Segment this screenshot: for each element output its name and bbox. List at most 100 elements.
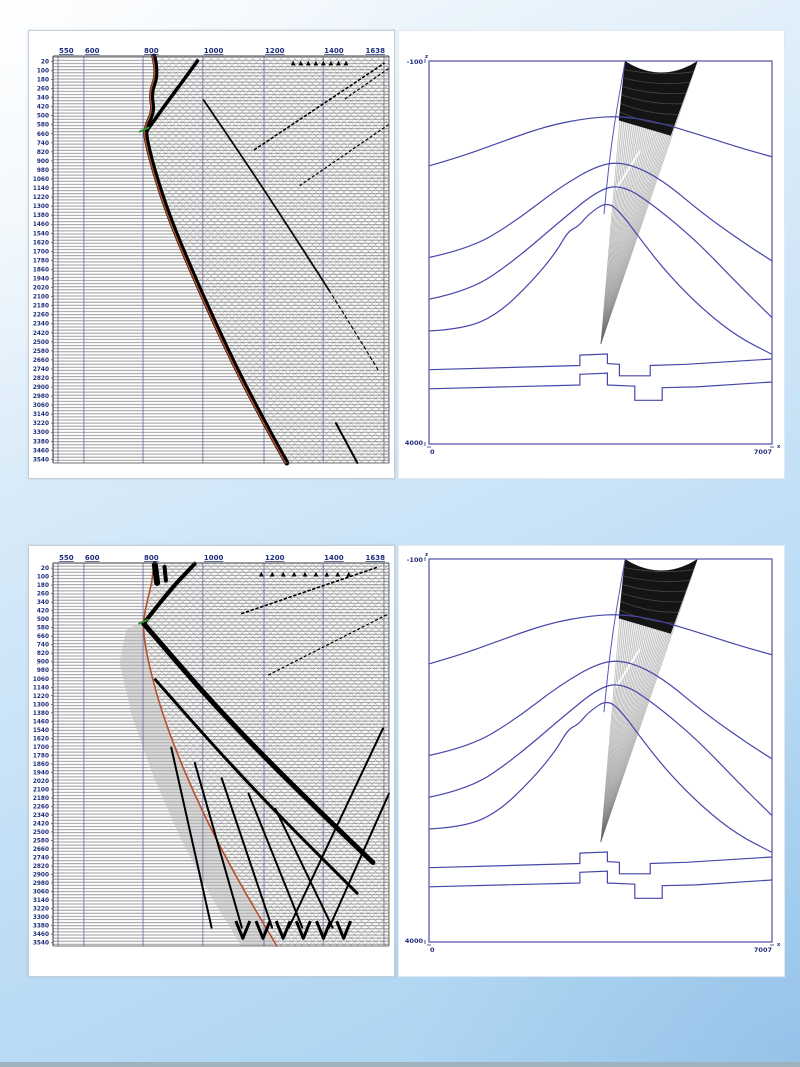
y-axis-tick-label: 1620 (33, 240, 49, 246)
x-axis-tick-label: 1638 (365, 47, 385, 55)
y-axis-tick-label: 1300 (33, 702, 49, 708)
wavefront-arc (622, 77, 690, 84)
y-axis-tick-label: 2820 (33, 864, 49, 870)
y-axis-tick-label: 2180 (33, 796, 49, 802)
seismic-section-panel-top: 550 600 800 1000 1200 1400 1638 20 100 180 260 340 4… (28, 30, 395, 479)
reflection-diagonal (202, 99, 331, 292)
y-axis-tick-label: 180 (37, 78, 49, 84)
ray-diagram-panel-bottom: -100 4000 0 7007 z x (398, 545, 785, 977)
y-axis-tick-label: 820 (37, 150, 49, 156)
x-axis-tick-label: 600 (85, 554, 100, 562)
y-axis-tick-label: 1300 (33, 204, 49, 210)
steep-multiple-2 (193, 761, 243, 929)
parallel-thick (153, 678, 359, 895)
y-axis-tick-label: 1060 (33, 677, 49, 683)
velocity-horizon (428, 203, 773, 355)
depth-axis-glyph: z (425, 552, 428, 558)
wavefront-arc (619, 111, 675, 126)
y-axis-tick-label: 2260 (33, 804, 49, 810)
velocity-horizon (428, 660, 773, 760)
bottom-chevron-event (294, 920, 312, 940)
y-axis-tick-label: 3380 (33, 924, 49, 930)
y-axis-tick-label: 2740 (33, 855, 49, 861)
corner-dotted (344, 67, 390, 100)
y-axis-tick-label: 1940 (33, 276, 49, 282)
y-axis-tick-label: 580 (37, 626, 49, 632)
arrival-marker-triangle (258, 571, 264, 577)
distance-axis-right-label: 7007 (754, 946, 772, 954)
x-axis-tick-label: 1200 (265, 554, 285, 562)
y-axis-tick-label: 1460 (33, 222, 49, 228)
y-axis-tick-label: 1940 (33, 770, 49, 776)
x-axis-tick-label: 1000 (204, 47, 224, 55)
y-axis-tick-label: 2660 (33, 358, 49, 364)
faulted-horizon (428, 851, 773, 875)
y-axis-tick-label: 3220 (33, 421, 49, 427)
steep-multiple-1 (170, 746, 213, 929)
wavefront-arc (620, 601, 679, 613)
x-axis-tick-label: 800 (144, 47, 159, 55)
y-axis-tick-label: 2980 (33, 881, 49, 887)
selected-ray-blue (603, 560, 626, 713)
arrival-marker-triangle (335, 571, 341, 577)
y-axis-tick-label: 660 (37, 132, 49, 138)
y-axis-tick-label: 740 (37, 643, 49, 649)
y-axis-tick-label: 3460 (33, 448, 49, 454)
x-axis-tick-label: 1200 (265, 47, 285, 55)
y-axis-tick-label: 2420 (33, 821, 49, 827)
y-axis-tick-label: 660 (37, 634, 49, 640)
faulted-horizon (428, 870, 773, 899)
y-axis-tick-label: 100 (37, 575, 49, 581)
faulted-horizon (428, 372, 773, 401)
y-axis-tick-label: 1140 (33, 685, 49, 691)
wavefront-dark-wedge (618, 61, 698, 136)
highlight-ray-streak (615, 648, 641, 688)
y-axis-tick-label: 740 (37, 141, 49, 147)
y-axis-tick-label: 100 (37, 68, 49, 74)
y-axis-tick-label: 500 (37, 617, 49, 623)
y-axis-tick-label: 1380 (33, 711, 49, 717)
model-frame (428, 60, 773, 445)
y-axis-tick-label: 3220 (33, 907, 49, 913)
y-axis-tick-label: 20 (41, 566, 49, 572)
y-axis-tick-label: 340 (37, 600, 49, 606)
wavefront-arc (619, 609, 675, 624)
arrival-marker-triangle (298, 60, 304, 66)
x-axis-tick-label: 550 (59, 554, 74, 562)
y-axis-tick-label: 1540 (33, 728, 49, 734)
wavefront-arc (620, 103, 679, 115)
y-axis-tick-label: 2260 (33, 313, 49, 319)
y-axis-tick-label: 3460 (33, 932, 49, 938)
y-axis-tick-label: 2100 (33, 787, 49, 793)
arrival-marker-triangle (290, 60, 296, 66)
wavefront-arc (622, 575, 690, 582)
y-axis-tick-label: 900 (37, 660, 49, 666)
head-wave-dotted-1 (241, 566, 378, 615)
arrival-marker-triangle (313, 571, 319, 577)
arrival-marker-triangle (324, 571, 330, 577)
distance-axis-glyph: x (777, 942, 781, 948)
arrival-marker-triangle (291, 571, 297, 577)
y-axis-tick-label: 1700 (33, 745, 49, 751)
y-axis-tick-label: 3300 (33, 915, 49, 921)
y-axis-tick-label: 2100 (33, 295, 49, 301)
steep-multiple-4 (247, 792, 304, 929)
y-axis-tick-label: 2340 (33, 322, 49, 328)
y-axis-tick-label: 2980 (33, 394, 49, 400)
surface-blob-2 (162, 564, 168, 583)
wavefront-arc (623, 567, 694, 573)
bottom-chevron-event (274, 920, 292, 940)
first-break-pick-red (143, 55, 287, 464)
arrival-marker-triangle (302, 571, 308, 577)
y-axis-tick-label: 340 (37, 96, 49, 102)
wavefront-arc (622, 584, 687, 593)
ray-plot-svg: -100 4000 0 7007 z x (405, 54, 781, 456)
head-wave-dotted-1 (253, 62, 385, 151)
y-axis-tick-label: 2580 (33, 838, 49, 844)
arrival-marker-triangle (328, 60, 334, 66)
y-axis-tick-label: 2900 (33, 385, 49, 391)
y-axis-tick-label: 20 (41, 59, 49, 65)
y-axis-tick-label: 3540 (33, 941, 49, 947)
y-axis-tick-label: 1780 (33, 258, 49, 264)
y-axis-tick-label: 500 (37, 114, 49, 120)
